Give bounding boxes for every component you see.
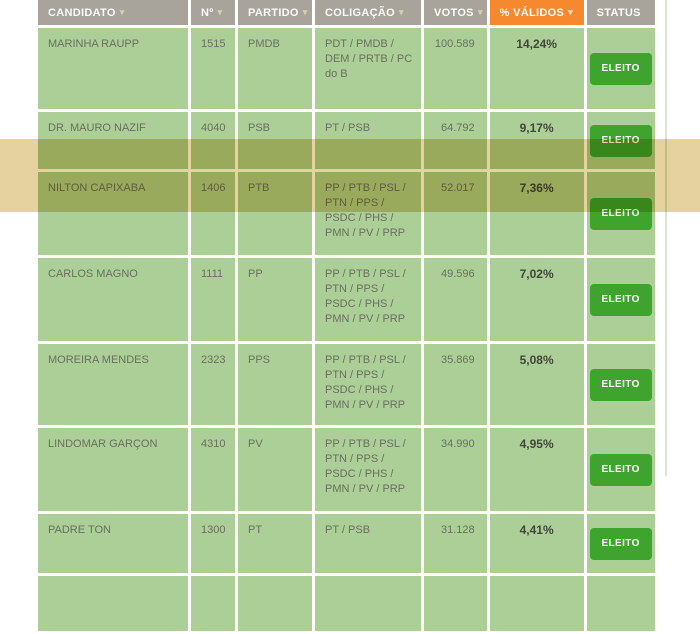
votes-cell: 100.589 <box>424 28 487 109</box>
status-badge-eleito[interactable]: ELEITO <box>589 527 652 560</box>
party-cell: PT <box>238 514 312 573</box>
party-cell: PP <box>238 258 312 341</box>
ballot-number-cell: 4040 <box>191 112 235 169</box>
table-row <box>38 576 655 631</box>
table-row: PADRE TON 1300 PT PT / PSB 31.128 4,41% ELEITO <box>38 514 655 573</box>
column-header-label: Nº <box>201 6 214 19</box>
status-badge-eleito[interactable]: ELEITO <box>589 197 652 230</box>
pct-valid-cell: 14,24% <box>489 28 584 109</box>
status-cell: ELEITO <box>586 344 655 425</box>
candidate-name-cell: MOREIRA MENDES <box>38 344 188 425</box>
candidate-name-cell: MARINHA RAUPP <box>38 28 188 109</box>
status-badge-eleito[interactable]: ELEITO <box>589 453 652 486</box>
candidate-name-cell: NILTON CAPIXABA <box>38 172 188 255</box>
votes-cell: 31.128 <box>424 514 487 573</box>
column-header-candidato[interactable]: CANDIDATO ▾ <box>38 0 188 25</box>
sort-arrow-icon: ▾ <box>217 6 223 17</box>
coalition-cell: PT / PSB <box>315 514 421 573</box>
ballot-number-cell: 1300 <box>191 514 235 573</box>
pct-valid-cell: 4,95% <box>489 428 584 511</box>
pct-valid-cell <box>489 576 584 631</box>
table-row: NILTON CAPIXABA 1406 PTB PP / PTB / PSL / P… <box>38 172 655 255</box>
sort-arrow-icon: ▾ <box>398 6 404 17</box>
votes-cell <box>424 576 487 631</box>
candidate-name-cell: CARLOS MAGNO <box>38 258 188 341</box>
pct-valid-cell: 7,36% <box>489 172 584 255</box>
status-badge-eleito[interactable]: ELEITO <box>589 283 652 316</box>
election-results-table: CANDIDATO ▾ Nº ▾ PARTIDO ▾ COLIGAÇÃO ▾ VOTOS ▾% V… <box>35 0 658 634</box>
candidate-name-cell: LINDOMAR GARÇON <box>38 428 188 511</box>
column-header-label: CANDIDATO <box>48 6 116 19</box>
votes-cell: 34.990 <box>424 428 487 511</box>
coalition-cell: PT / PSB <box>315 112 421 169</box>
status-cell: ELEITO <box>586 258 655 341</box>
table-row: LINDOMAR GARÇON 4310 PV PP / PTB / PSL / PT… <box>38 428 655 511</box>
votes-cell: 64.792 <box>424 112 487 169</box>
status-badge-eleito[interactable]: ELEITO <box>589 124 652 157</box>
sort-arrow-icon: ▾ <box>302 6 308 17</box>
page-right-border <box>665 0 667 476</box>
column-header-label: COLIGAÇÃO <box>325 6 395 19</box>
column-header-numero[interactable]: Nº ▾ <box>191 0 235 25</box>
votes-cell: 49.596 <box>424 258 487 341</box>
status-cell <box>586 576 655 631</box>
coalition-cell: PP / PTB / PSL / PTN / PPS / PSDC / PHS … <box>315 172 421 255</box>
votes-cell: 52.017 <box>424 172 487 255</box>
party-cell: PV <box>238 428 312 511</box>
votes-cell: 35.869 <box>424 344 487 425</box>
coalition-cell: PDT / PMDB / DEM / PRTB / PC do B <box>315 28 421 109</box>
table-row: MOREIRA MENDES 2323 PPS PP / PTB / PSL / PT… <box>38 344 655 425</box>
pct-valid-cell: 9,17% <box>489 112 584 169</box>
sort-arrow-icon: ▾ <box>477 6 483 17</box>
coalition-cell <box>315 576 421 631</box>
party-cell: PMDB <box>238 28 312 109</box>
party-cell: PSB <box>238 112 312 169</box>
party-cell <box>238 576 312 631</box>
column-header-partido[interactable]: PARTIDO ▾ <box>238 0 312 25</box>
column-header-pct-validos[interactable]: % VÁLIDOS ▾ <box>489 0 584 25</box>
status-cell: ELEITO <box>586 514 655 573</box>
sort-arrow-icon: ▾ <box>568 6 573 17</box>
ballot-number-cell: 2323 <box>191 344 235 425</box>
pct-valid-cell: 7,02% <box>489 258 584 341</box>
candidate-name-cell: DR. MAURO NAZIF <box>38 112 188 169</box>
column-header-label: STATUS <box>596 6 641 19</box>
sort-arrow-icon: ▾ <box>119 6 125 17</box>
status-badge-eleito[interactable]: ELEITO <box>589 52 652 85</box>
table-row: MARINHA RAUPP 1515 PMDB PDT / PMDB / DEM / … <box>38 28 655 109</box>
ballot-number-cell: 1111 <box>191 258 235 341</box>
column-header-votos[interactable]: VOTOS ▾ <box>424 0 487 25</box>
column-header-label: PARTIDO <box>248 6 299 19</box>
pct-valid-cell: 4,41% <box>489 514 584 573</box>
table-header-row: CANDIDATO ▾ Nº ▾ PARTIDO ▾ COLIGAÇÃO ▾ VOTOS ▾% V… <box>38 0 655 25</box>
status-cell: ELEITO <box>586 28 655 109</box>
column-header-status: STATUS <box>586 0 655 25</box>
status-cell: ELEITO <box>586 112 655 169</box>
status-cell: ELEITO <box>586 428 655 511</box>
coalition-cell: PP / PTB / PSL / PTN / PPS / PSDC / PHS … <box>315 258 421 341</box>
ballot-number-cell <box>191 576 235 631</box>
coalition-cell: PP / PTB / PSL / PTN / PPS / PSDC / PHS … <box>315 344 421 425</box>
column-header-label: VOTOS <box>434 6 474 19</box>
table-row: DR. MAURO NAZIF 4040 PSB PT / PSB 64.792 9,17… <box>38 112 655 169</box>
column-header-label: % VÁLIDOS <box>499 6 565 19</box>
party-cell: PTB <box>238 172 312 255</box>
status-badge-eleito[interactable]: ELEITO <box>589 368 652 401</box>
coalition-cell: PP / PTB / PSL / PTN / PPS / PSDC / PHS … <box>315 428 421 511</box>
candidate-name-cell: PADRE TON <box>38 514 188 573</box>
ballot-number-cell: 1406 <box>191 172 235 255</box>
pct-valid-cell: 5,08% <box>489 344 584 425</box>
column-header-coligacao[interactable]: COLIGAÇÃO ▾ <box>315 0 421 25</box>
ballot-number-cell: 1515 <box>191 28 235 109</box>
candidate-name-cell <box>38 576 188 631</box>
party-cell: PPS <box>238 344 312 425</box>
status-cell: ELEITO <box>586 172 655 255</box>
table-row: CARLOS MAGNO 1111 PP PP / PTB / PSL / PTN /… <box>38 258 655 341</box>
ballot-number-cell: 4310 <box>191 428 235 511</box>
